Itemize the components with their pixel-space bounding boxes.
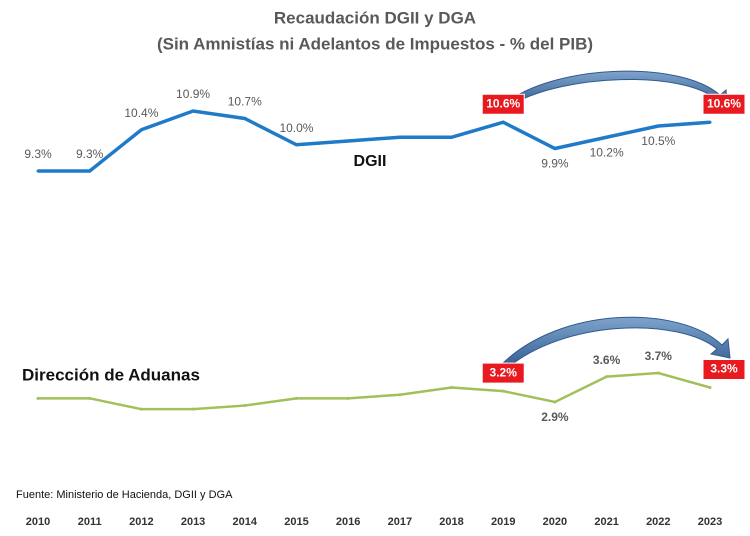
data-point	[88, 396, 92, 400]
value-label: 10.5%	[641, 134, 675, 148]
series-title: Dirección de Aduanas	[22, 365, 200, 384]
arrow	[509, 70, 729, 109]
data-point	[346, 396, 350, 400]
data-point	[605, 375, 609, 379]
data-point	[191, 109, 195, 113]
data-point	[346, 139, 350, 143]
chart-title: Recaudación DGII y DGA	[274, 8, 476, 27]
chart-subtitle: (Sin Amnistías ni Adelantos de Impuestos…	[157, 34, 593, 53]
value-label: 9.3%	[76, 147, 104, 161]
value-label: 3.6%	[593, 353, 621, 367]
source-note: Fuente: Ministerio de Hacienda, DGII y D…	[16, 489, 233, 501]
data-point	[139, 128, 143, 132]
data-point	[605, 135, 609, 139]
value-label: 9.3%	[24, 147, 52, 161]
value-label: 3.7%	[645, 349, 673, 363]
data-line	[38, 109, 711, 173]
data-point	[501, 120, 505, 124]
x-tick-label: 2020	[543, 516, 567, 528]
x-tick-label: 2018	[439, 516, 463, 528]
x-tick-label: 2012	[129, 516, 153, 528]
value-label: 10.9%	[176, 87, 210, 101]
x-tick-label: 2019	[491, 516, 515, 528]
data-point	[191, 407, 195, 411]
data-point	[243, 117, 247, 120]
data-point	[294, 143, 298, 147]
highlight-box	[481, 93, 525, 115]
highlight-box	[702, 358, 746, 380]
x-tick-label: 2017	[388, 516, 412, 528]
value-label: 3.2%	[490, 365, 518, 379]
value-label: 10.6%	[486, 96, 520, 110]
arrow	[499, 316, 731, 371]
data-point	[450, 385, 454, 389]
series-title: DGII	[354, 153, 387, 170]
value-label: 10.0%	[279, 121, 313, 135]
value-label: 10.4%	[124, 106, 158, 120]
value-label: 3.3%	[710, 362, 738, 376]
data-point	[139, 407, 143, 411]
x-tick-label: 2010	[26, 516, 50, 528]
data-point	[708, 120, 712, 124]
data-point	[36, 169, 40, 173]
x-tick-label: 2011	[78, 516, 102, 528]
data-point	[553, 400, 557, 404]
value-label: 10.7%	[228, 95, 262, 109]
data-point	[88, 169, 92, 173]
data-point	[656, 371, 660, 375]
data-point	[656, 124, 660, 128]
value-label: 10.6%	[707, 96, 741, 110]
value-label: 10.2%	[590, 145, 624, 159]
value-label: 2.9%	[541, 410, 569, 424]
data-point	[294, 396, 298, 400]
x-tick-label: 2023	[698, 516, 722, 528]
x-tick-label: 2014	[233, 516, 258, 528]
highlight-box	[702, 93, 746, 115]
highlight-box	[481, 362, 525, 384]
data-point	[553, 147, 557, 150]
data-point	[36, 396, 40, 400]
data-point	[243, 404, 247, 408]
data-point	[501, 389, 505, 393]
data-point	[708, 385, 712, 389]
data-point	[398, 393, 402, 397]
value-label: 9.9%	[541, 157, 569, 171]
x-tick-label: 2016	[336, 516, 360, 528]
x-tick-label: 2022	[646, 516, 670, 528]
x-tick-label: 2021	[594, 516, 618, 528]
x-tick-label: 2013	[181, 516, 205, 528]
data-line	[38, 371, 711, 411]
x-tick-label: 2015	[284, 516, 308, 528]
data-point	[450, 135, 454, 139]
data-point	[398, 135, 402, 139]
